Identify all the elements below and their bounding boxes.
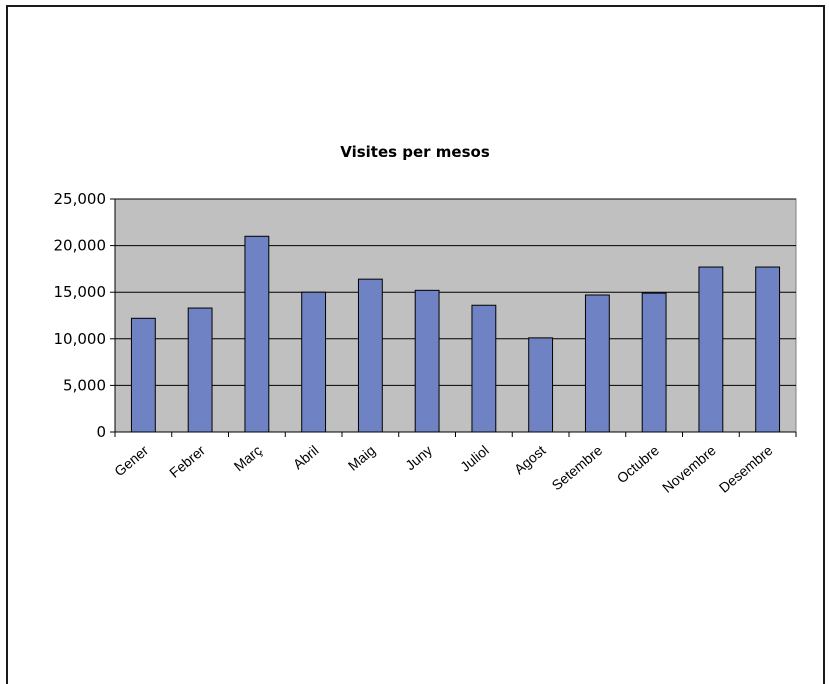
bar-juliol bbox=[471, 304, 497, 433]
chart-frame bbox=[6, 5, 825, 684]
bar-abril bbox=[301, 291, 327, 433]
x-tick-label: Desembre bbox=[716, 442, 776, 496]
x-tick-label: Febrer bbox=[166, 442, 208, 481]
x-tick-label: Agost bbox=[511, 442, 549, 477]
x-tick-label: Maig bbox=[345, 442, 379, 474]
plot-area bbox=[114, 198, 797, 433]
x-tick-label: Octubre bbox=[614, 442, 663, 486]
bar-octubre bbox=[641, 292, 667, 433]
bar-juny bbox=[414, 289, 440, 433]
bar-gener bbox=[130, 317, 156, 433]
gridlines bbox=[115, 198, 796, 386]
x-tick-label: Setembre bbox=[549, 442, 606, 493]
y-tick-label: 0 bbox=[96, 423, 106, 441]
x-tick-label: Juny bbox=[402, 442, 435, 473]
y-tick-label: 25,000 bbox=[54, 190, 107, 208]
bars bbox=[130, 235, 781, 433]
bar-agost bbox=[528, 337, 554, 433]
axes bbox=[110, 198, 797, 437]
y-tick-label: 20,000 bbox=[54, 237, 107, 255]
x-tick-label: Març bbox=[231, 442, 265, 474]
bar-febrer bbox=[187, 307, 213, 433]
x-tick-label: Juliol bbox=[457, 442, 492, 475]
bar-maig bbox=[357, 278, 383, 433]
y-tick-label: 15,000 bbox=[54, 283, 107, 301]
bar-setembre bbox=[584, 294, 610, 433]
y-tick-label: 10,000 bbox=[54, 330, 107, 348]
x-tick-labels: Gener Febrer Març Abril Maig Juny Juliol Agost S… bbox=[111, 442, 776, 496]
x-tick-label: Abril bbox=[290, 442, 322, 472]
bar-desembre bbox=[755, 266, 781, 433]
bar-novembre bbox=[698, 266, 724, 433]
x-tick-label: Novembre bbox=[659, 442, 719, 496]
bar-març bbox=[244, 235, 270, 433]
x-tick-label: Gener bbox=[111, 442, 151, 479]
chart-title: Visites per mesos bbox=[340, 143, 490, 161]
y-tick-label: 5,000 bbox=[63, 376, 106, 394]
y-tick-labels: 0 5,000 10,000 15,000 20,000 25,000 bbox=[54, 190, 107, 441]
